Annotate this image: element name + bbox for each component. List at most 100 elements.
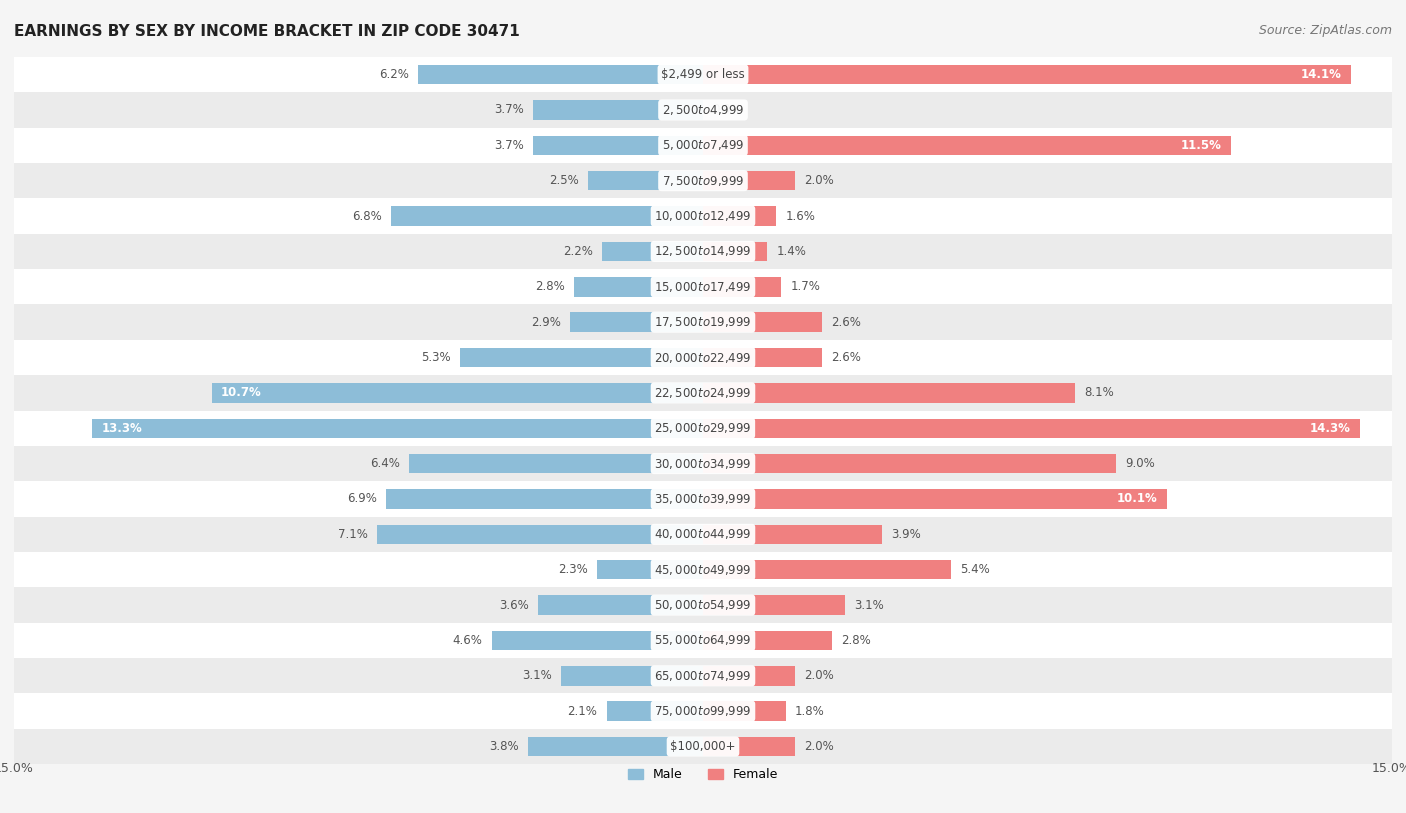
Text: 3.8%: 3.8% [489, 740, 519, 753]
Text: 2.1%: 2.1% [568, 705, 598, 718]
Text: 2.6%: 2.6% [831, 351, 862, 364]
Bar [14, 729, 1392, 764]
Text: 0.0%: 0.0% [713, 103, 742, 116]
Text: 1.6%: 1.6% [786, 210, 815, 223]
Text: 6.8%: 6.8% [352, 210, 381, 223]
Text: $2,500 to $4,999: $2,500 to $4,999 [662, 103, 744, 117]
Bar [492, 631, 703, 650]
Bar [14, 233, 1392, 269]
Bar [703, 524, 882, 544]
Bar [703, 136, 1232, 155]
Text: $50,000 to $54,999: $50,000 to $54,999 [654, 598, 752, 612]
Text: 1.8%: 1.8% [794, 705, 824, 718]
Text: 2.3%: 2.3% [558, 563, 588, 576]
Bar [703, 65, 1351, 85]
Bar [575, 277, 703, 297]
Text: $22,500 to $24,999: $22,500 to $24,999 [654, 386, 752, 400]
Text: Source: ZipAtlas.com: Source: ZipAtlas.com [1258, 24, 1392, 37]
Bar [14, 446, 1392, 481]
Bar [391, 207, 703, 226]
Text: 3.7%: 3.7% [494, 139, 524, 152]
Bar [211, 383, 703, 402]
Bar [14, 340, 1392, 375]
Bar [14, 163, 1392, 198]
Bar [703, 241, 768, 261]
Bar [14, 57, 1392, 92]
Text: 6.9%: 6.9% [347, 493, 377, 506]
Bar [14, 92, 1392, 128]
Text: $30,000 to $34,999: $30,000 to $34,999 [654, 457, 752, 471]
Text: $2,499 or less: $2,499 or less [661, 68, 745, 81]
Text: 2.8%: 2.8% [536, 280, 565, 293]
Text: 15.0%: 15.0% [1372, 762, 1406, 775]
Bar [14, 693, 1392, 729]
Text: 3.1%: 3.1% [855, 598, 884, 611]
Text: $15,000 to $17,499: $15,000 to $17,499 [654, 280, 752, 293]
Text: 2.2%: 2.2% [562, 245, 593, 258]
Text: $12,500 to $14,999: $12,500 to $14,999 [654, 245, 752, 259]
Text: 11.5%: 11.5% [1181, 139, 1222, 152]
Bar [703, 312, 823, 332]
Text: $55,000 to $64,999: $55,000 to $64,999 [654, 633, 752, 647]
Text: 1.4%: 1.4% [776, 245, 807, 258]
Bar [533, 100, 703, 120]
Bar [569, 312, 703, 332]
Bar [533, 136, 703, 155]
Bar [703, 207, 776, 226]
Bar [588, 171, 703, 190]
Bar [14, 198, 1392, 233]
Bar [14, 269, 1392, 304]
Bar [460, 348, 703, 367]
Bar [703, 171, 794, 190]
Text: 8.1%: 8.1% [1084, 386, 1114, 399]
Text: 6.2%: 6.2% [380, 68, 409, 81]
Bar [703, 383, 1076, 402]
Bar [703, 702, 786, 721]
Text: 10.7%: 10.7% [221, 386, 262, 399]
Bar [14, 552, 1392, 587]
Bar [561, 666, 703, 685]
Bar [703, 348, 823, 367]
Text: 2.6%: 2.6% [831, 315, 862, 328]
Text: 9.0%: 9.0% [1126, 457, 1156, 470]
Text: 10.1%: 10.1% [1116, 493, 1157, 506]
Bar [14, 481, 1392, 517]
Text: 2.0%: 2.0% [804, 669, 834, 682]
Text: 1.7%: 1.7% [790, 280, 820, 293]
Text: $75,000 to $99,999: $75,000 to $99,999 [654, 704, 752, 718]
Text: 3.9%: 3.9% [891, 528, 921, 541]
Bar [14, 411, 1392, 446]
Text: 2.9%: 2.9% [530, 315, 561, 328]
Bar [703, 666, 794, 685]
Bar [387, 489, 703, 509]
Bar [14, 304, 1392, 340]
Bar [703, 419, 1360, 438]
Bar [703, 560, 950, 580]
Bar [606, 702, 703, 721]
Bar [377, 524, 703, 544]
Text: 5.4%: 5.4% [960, 563, 990, 576]
Bar [703, 631, 831, 650]
Text: 7.1%: 7.1% [337, 528, 368, 541]
Text: $10,000 to $12,499: $10,000 to $12,499 [654, 209, 752, 223]
Legend: Male, Female: Male, Female [623, 763, 783, 786]
Bar [703, 595, 845, 615]
Text: $35,000 to $39,999: $35,000 to $39,999 [654, 492, 752, 506]
Bar [703, 454, 1116, 473]
Text: 3.1%: 3.1% [522, 669, 551, 682]
Bar [14, 517, 1392, 552]
Text: 3.6%: 3.6% [499, 598, 529, 611]
Bar [537, 595, 703, 615]
Bar [93, 419, 703, 438]
Text: 6.4%: 6.4% [370, 457, 399, 470]
Bar [14, 659, 1392, 693]
Text: 14.1%: 14.1% [1301, 68, 1341, 81]
Text: $40,000 to $44,999: $40,000 to $44,999 [654, 528, 752, 541]
Text: 3.7%: 3.7% [494, 103, 524, 116]
Bar [598, 560, 703, 580]
Text: $100,000+: $100,000+ [671, 740, 735, 753]
Text: 2.0%: 2.0% [804, 740, 834, 753]
Bar [14, 623, 1392, 658]
Text: $20,000 to $22,499: $20,000 to $22,499 [654, 350, 752, 364]
Text: 4.6%: 4.6% [453, 634, 482, 647]
